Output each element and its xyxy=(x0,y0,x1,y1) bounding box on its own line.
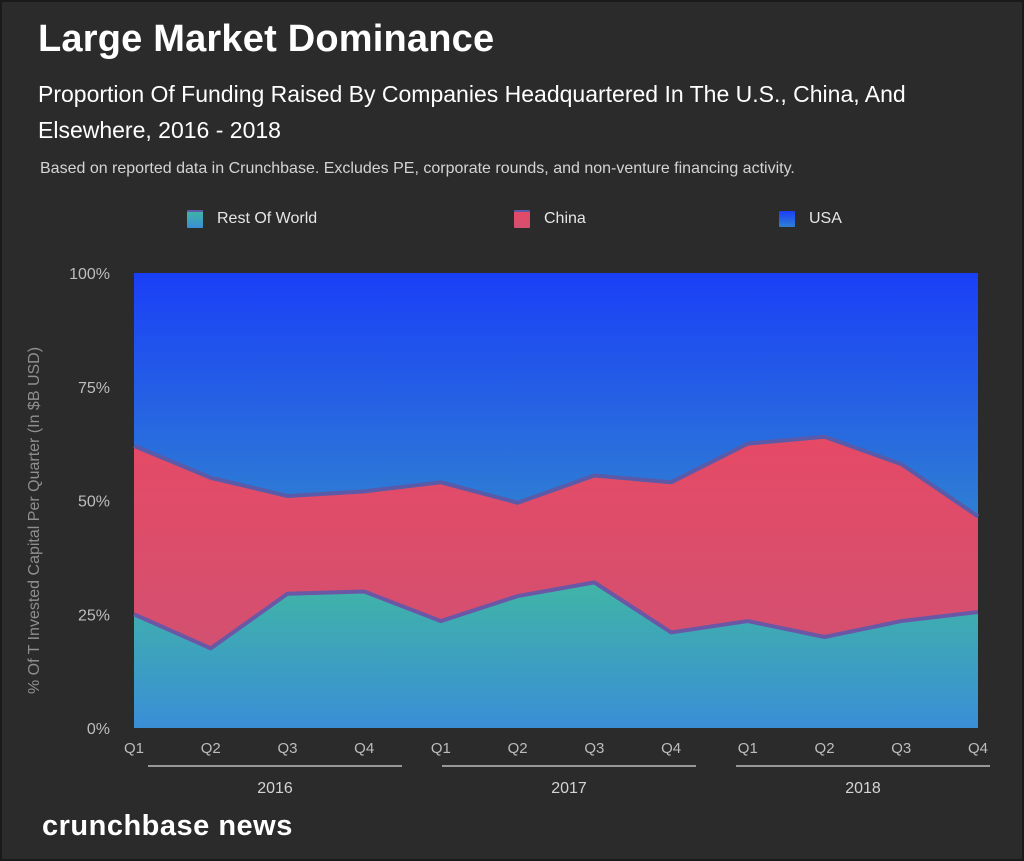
chart-subtitle: Proportion Of Funding Raised By Companie… xyxy=(38,81,906,143)
legend-swatch-china xyxy=(514,210,530,228)
legend-label-usa: USA xyxy=(809,210,842,227)
legend-swatch-rest-of-world xyxy=(187,210,203,228)
x-tick-label: Q2 xyxy=(201,740,221,757)
x-tick-label: Q1 xyxy=(431,740,451,757)
legend-item-usa: USA xyxy=(779,208,842,230)
x-tick-label: Q1 xyxy=(124,740,144,757)
y-tick-label: 50% xyxy=(78,494,110,511)
area-china xyxy=(134,436,978,649)
legend-item-rest-of-world: Rest Of World xyxy=(187,208,317,230)
x-tick-label: Q2 xyxy=(815,740,835,757)
x-tick-label: Q1 xyxy=(738,740,758,757)
x-tick-label: Q4 xyxy=(354,740,374,757)
y-tick-label: 0% xyxy=(87,721,110,738)
y-axis-title: % Of T Invested Capital Per Quarter (In … xyxy=(26,347,43,694)
legend-item-china: China xyxy=(514,208,586,230)
group-label: 2018 xyxy=(845,780,881,797)
area-rest-of-world xyxy=(134,582,978,728)
line-china-top xyxy=(133,434,980,519)
legend-label-china: China xyxy=(544,210,586,227)
x-tick-label: Q3 xyxy=(891,740,911,757)
y-tick-label: 75% xyxy=(78,380,110,397)
area-usa xyxy=(134,273,978,517)
chart-note: Based on reported data in Crunchbase. Ex… xyxy=(40,160,795,177)
y-tick-label: 25% xyxy=(78,607,110,624)
legend-label-rest-of-world: Rest Of World xyxy=(217,210,318,227)
line-rest-of-world-top xyxy=(133,580,979,651)
group-label: 2016 xyxy=(257,780,293,797)
x-tick-label: Q2 xyxy=(508,740,528,757)
area-chart: 0% 25% 50% 75% 100% % Of T Invested Capital P… xyxy=(26,266,990,797)
x-tick-label: Q3 xyxy=(584,740,604,757)
x-tick-label: Q3 xyxy=(277,740,297,757)
legend-swatch-usa xyxy=(779,211,795,227)
chart-title: Large Market Dominance xyxy=(38,18,495,60)
y-tick-label: 100% xyxy=(69,266,110,283)
x-tick-label: Q4 xyxy=(661,740,681,757)
brand-logo: crunchbase news xyxy=(42,810,293,842)
group-label: 2017 xyxy=(551,780,587,797)
x-tick-label: Q4 xyxy=(968,740,988,757)
